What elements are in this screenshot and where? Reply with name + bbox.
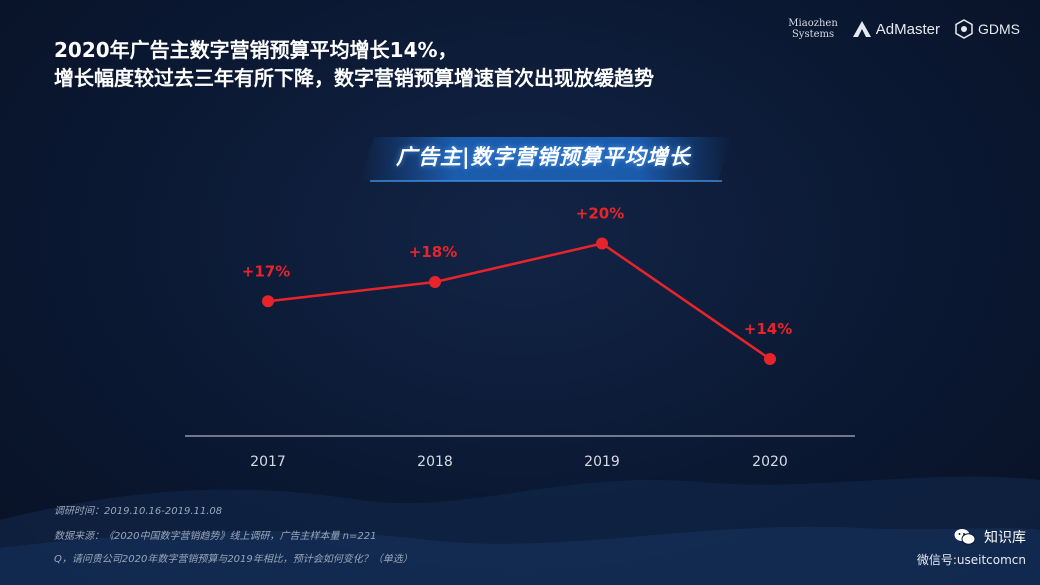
data-label-2019: +20%	[576, 205, 624, 223]
admaster-logo: AdMaster	[852, 20, 940, 38]
gdms-logo: GDMS	[954, 19, 1020, 39]
headline: 2020年广告主数字营销预算平均增长14%， 增长幅度较过去三年有所下降，数字营…	[54, 36, 654, 92]
watermark-account: 微信号:useitcomcn	[916, 553, 1026, 567]
headline-line-1: 2020年广告主数字营销预算平均增长14%，	[54, 38, 458, 62]
miaozhen-line-1: Miaozhen	[788, 18, 838, 29]
data-label-2020: +14%	[744, 320, 792, 338]
chart-title: 广告主|数字营销预算平均增长	[396, 145, 691, 169]
miaozhen-line-2: Systems	[791, 29, 835, 40]
brand-logos: Miaozhen Systems AdMaster GDMS	[788, 18, 1020, 40]
miaozhen-logo: Miaozhen Systems	[788, 18, 838, 40]
admaster-mark-icon	[852, 21, 871, 37]
headline-line-2: 增长幅度较过去三年有所下降，数字营销预算增速首次出现放缓趋势	[54, 66, 654, 90]
x-tick-label-2018: 2018	[417, 454, 453, 470]
gdms-mark-icon	[955, 19, 973, 39]
chart-title-banner	[360, 137, 732, 182]
data-point-2017	[262, 295, 274, 308]
series-line	[267, 242, 771, 361]
data-point-2019	[596, 237, 608, 250]
watermark-name: 知识库	[984, 530, 1026, 546]
source-note: 数据来源：《2020中国数字营销趋势》线上调研，广告主样本量 n=221	[54, 531, 377, 542]
x-tick-label-2017: 2017	[250, 454, 286, 470]
data-point-2020	[764, 353, 776, 365]
watermark: 知识库 微信号:useitcomcn	[917, 527, 1026, 568]
survey-time-note: 调研时间：2019.10.16-2019.11.08	[54, 506, 223, 517]
data-label-2017: +17%	[242, 262, 290, 280]
gdms-text: GDMS	[978, 21, 1020, 37]
x-tick-label-2020: 2020	[752, 454, 788, 470]
data-point-2018	[429, 276, 441, 288]
admaster-text: AdMaster	[875, 20, 940, 38]
data-label-2018: +18%	[409, 243, 457, 261]
wechat-icon	[954, 529, 976, 545]
question-note: Q，请问贵公司2020年数字营销预算与2019年相比，预计会如何变化？（单选）	[54, 554, 413, 565]
x-tick-label-2019: 2019	[584, 454, 620, 470]
